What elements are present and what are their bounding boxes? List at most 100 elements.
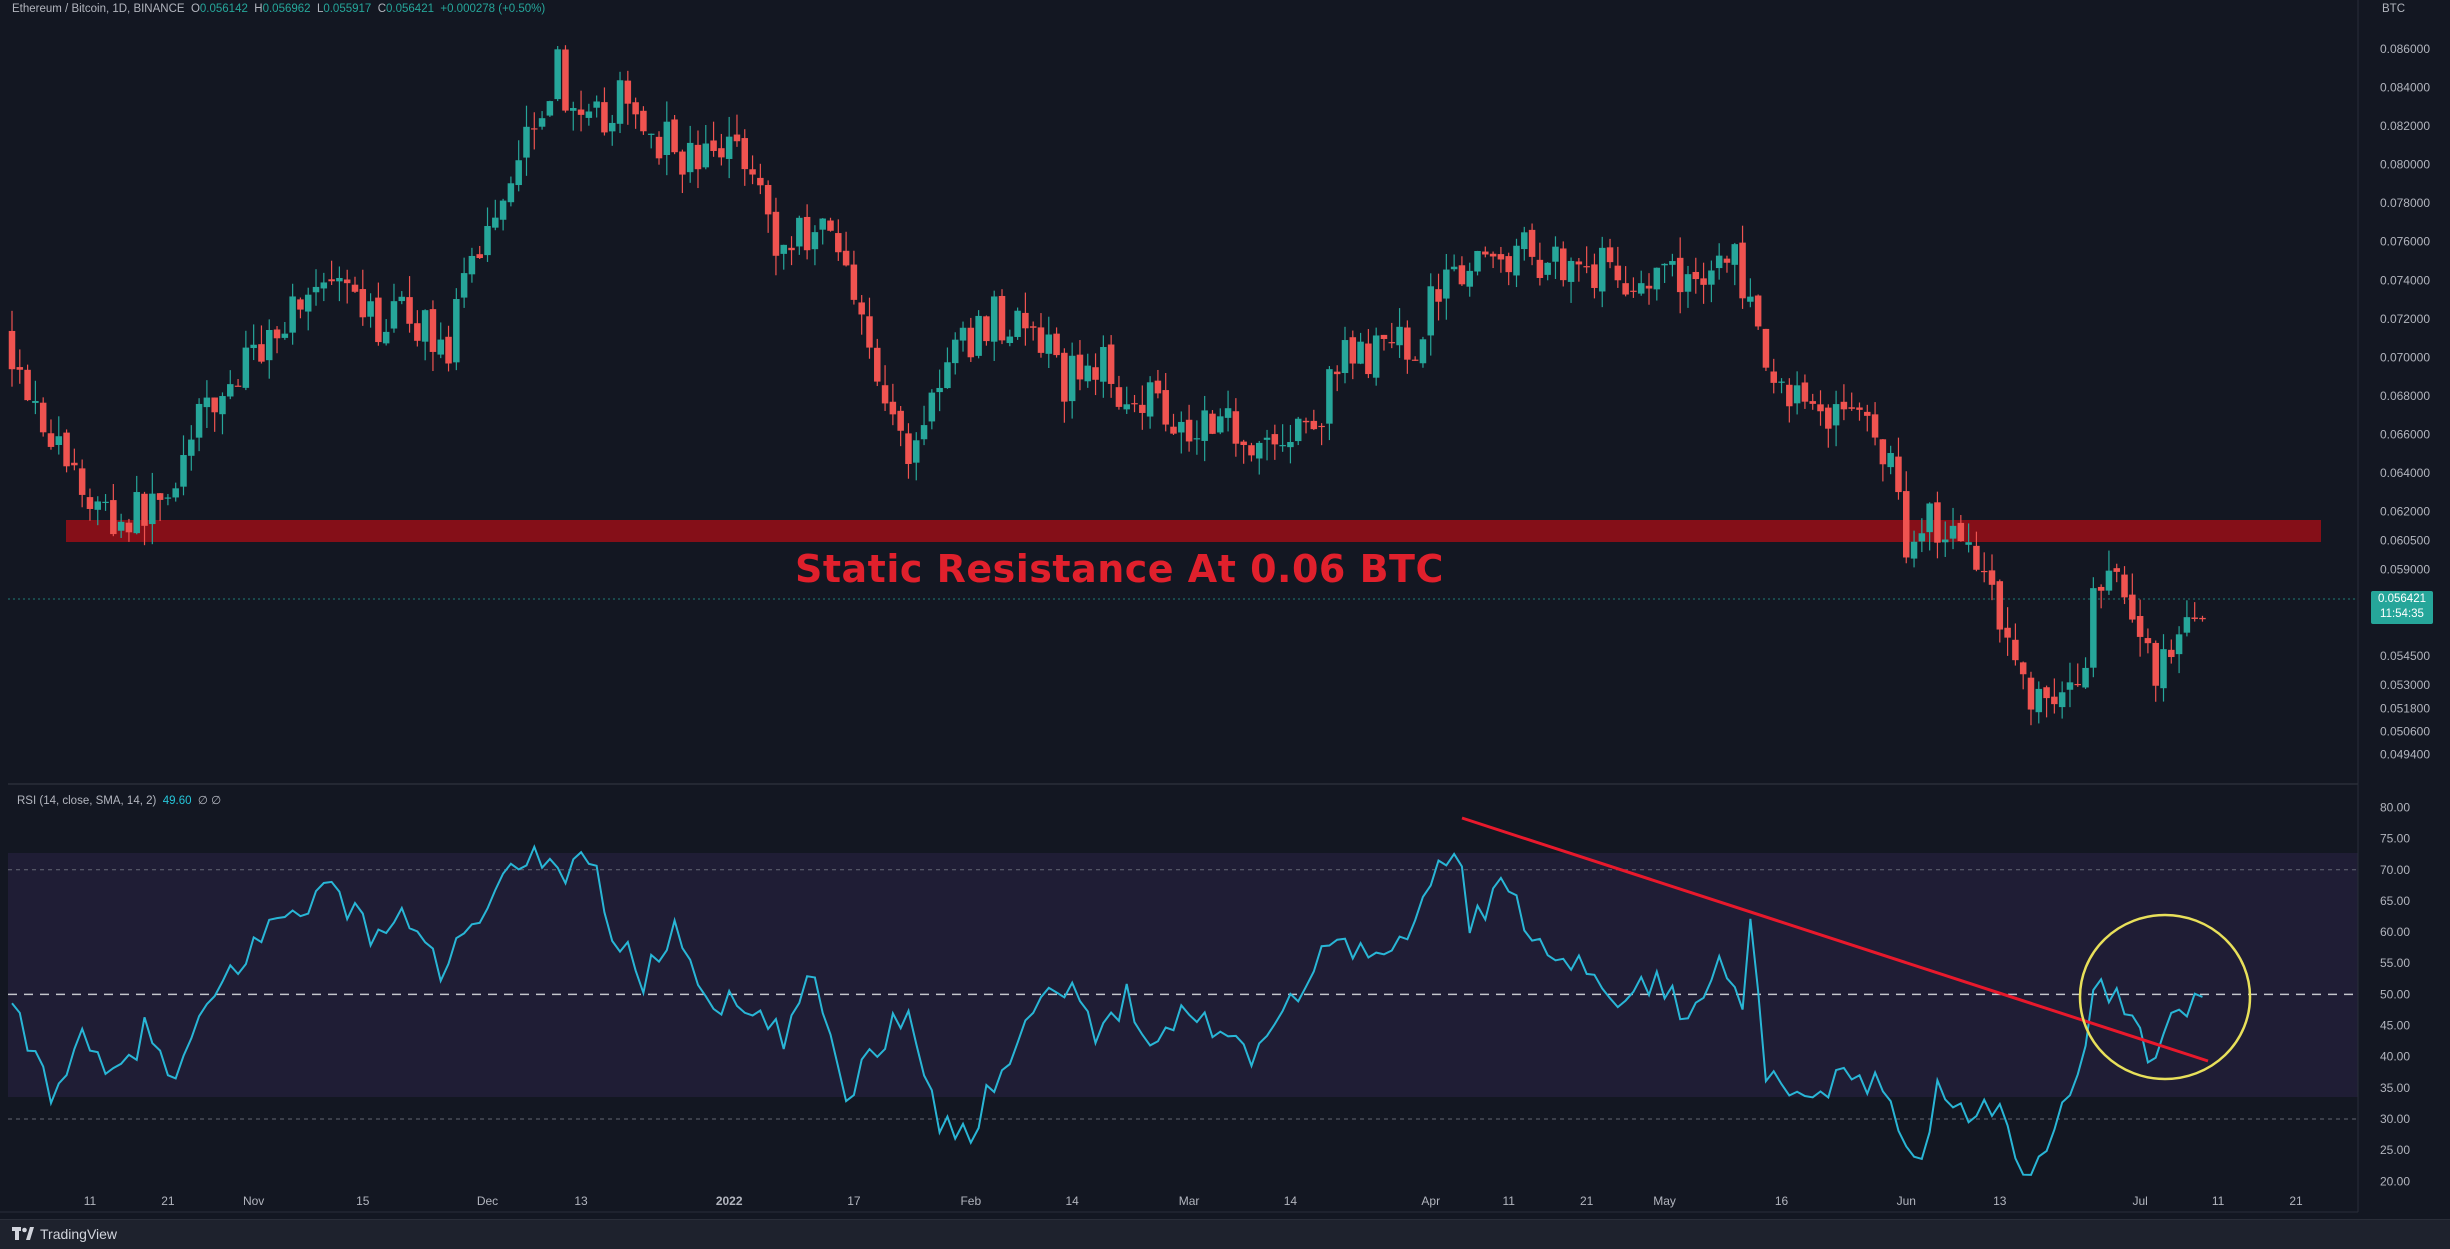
- candlestick-series[interactable]: [8, 45, 2206, 726]
- candle-body[interactable]: [1045, 334, 1053, 354]
- candle-body[interactable]: [406, 297, 413, 324]
- candle-body[interactable]: [1988, 570, 1996, 585]
- candle-body[interactable]: [1903, 491, 1910, 558]
- symbol-legend[interactable]: Ethereum / Bitcoin, 1D, BINANCE O0.05614…: [12, 3, 545, 15]
- candle-body[interactable]: [328, 279, 335, 282]
- candle-body[interactable]: [445, 336, 452, 364]
- candle-body[interactable]: [1825, 407, 1832, 429]
- candle-body[interactable]: [1715, 255, 1723, 269]
- candle-body[interactable]: [1591, 264, 1598, 288]
- candle-body[interactable]: [1084, 365, 1092, 382]
- candle-body[interactable]: [1279, 445, 1286, 447]
- candle-body[interactable]: [679, 151, 686, 175]
- candle-body[interactable]: [1146, 382, 1154, 417]
- candle-body[interactable]: [2035, 688, 2043, 713]
- candle-body[interactable]: [2074, 683, 2082, 686]
- candle-body[interactable]: [2160, 649, 2167, 689]
- candle-body[interactable]: [1669, 261, 1676, 265]
- resistance-annotation[interactable]: Static Resistance At 0.06 BTC: [795, 547, 1444, 591]
- candle-body[interactable]: [905, 433, 912, 464]
- candle-body[interactable]: [562, 49, 569, 111]
- candle-body[interactable]: [694, 144, 702, 170]
- candle-body[interactable]: [647, 133, 655, 135]
- candle-body[interactable]: [219, 396, 226, 415]
- candle-body[interactable]: [382, 331, 390, 344]
- candle-body[interactable]: [850, 264, 858, 300]
- candle-body[interactable]: [195, 403, 203, 438]
- candle-body[interactable]: [1287, 442, 1294, 448]
- candle-body[interactable]: [1450, 266, 1458, 270]
- candle-body[interactable]: [1723, 258, 1731, 263]
- candle-body[interactable]: [570, 108, 577, 111]
- candle-body[interactable]: [1778, 381, 1785, 383]
- candle-body[interactable]: [1131, 403, 1138, 405]
- candle-body[interactable]: [1419, 339, 1427, 364]
- candle-body[interactable]: [1801, 382, 1809, 402]
- candle-body[interactable]: [983, 316, 990, 342]
- candle-body[interactable]: [1941, 539, 1949, 543]
- candle-body[interactable]: [1380, 334, 1388, 340]
- candle-body[interactable]: [1232, 411, 1240, 444]
- candle-body[interactable]: [1341, 340, 1349, 374]
- candle-body[interactable]: [554, 49, 561, 100]
- candle-body[interactable]: [1178, 421, 1185, 433]
- candle-body[interactable]: [624, 80, 632, 104]
- candle-body[interactable]: [343, 279, 351, 284]
- candle-body[interactable]: [429, 309, 437, 352]
- candle-body[interactable]: [608, 122, 616, 132]
- candle-body[interactable]: [881, 385, 889, 404]
- candle-body[interactable]: [1895, 456, 1902, 493]
- candle-body[interactable]: [1411, 359, 1419, 361]
- candle-body[interactable]: [8, 330, 16, 370]
- candle-body[interactable]: [398, 296, 406, 302]
- candle-body[interactable]: [2129, 594, 2136, 620]
- candle-body[interactable]: [16, 367, 24, 370]
- candle-body[interactable]: [1255, 442, 1263, 459]
- candle-body[interactable]: [1497, 254, 1505, 260]
- candle-body[interactable]: [1700, 278, 1707, 285]
- candle-body[interactable]: [2136, 615, 2144, 637]
- candle-body[interactable]: [164, 497, 172, 499]
- candle-body[interactable]: [1692, 271, 1700, 280]
- tradingview-logo[interactable]: TradingView: [12, 1226, 117, 1242]
- candle-body[interactable]: [1053, 333, 1060, 356]
- candle-body[interactable]: [250, 344, 257, 349]
- candle-body[interactable]: [2175, 634, 2183, 655]
- candle-body[interactable]: [289, 296, 296, 333]
- candle-body[interactable]: [827, 220, 834, 231]
- candle-body[interactable]: [1957, 522, 1965, 542]
- candle-body[interactable]: [94, 501, 101, 510]
- candle-body[interactable]: [2012, 639, 2019, 661]
- candle-body[interactable]: [1068, 355, 1076, 402]
- candle-body[interactable]: [1427, 286, 1434, 336]
- candle-body[interactable]: [1100, 347, 1107, 382]
- candle-body[interactable]: [936, 387, 943, 393]
- candle-body[interactable]: [437, 339, 444, 355]
- candle-body[interactable]: [1560, 248, 1567, 281]
- candle-body[interactable]: [2105, 570, 2113, 591]
- candle-body[interactable]: [866, 316, 873, 348]
- candle-body[interactable]: [531, 128, 538, 130]
- candle-body[interactable]: [188, 439, 195, 456]
- candle-body[interactable]: [78, 468, 86, 495]
- candle-body[interactable]: [1708, 270, 1715, 285]
- candle-body[interactable]: [749, 169, 756, 175]
- candle-body[interactable]: [336, 277, 343, 282]
- candle-body[interactable]: [1349, 337, 1357, 364]
- candle-body[interactable]: [1302, 420, 1310, 423]
- candle-body[interactable]: [874, 347, 881, 382]
- candle-body[interactable]: [125, 522, 133, 533]
- candle-body[interactable]: [265, 329, 273, 361]
- candle-body[interactable]: [133, 492, 140, 534]
- candle-body[interactable]: [1856, 407, 1863, 410]
- candle-body[interactable]: [523, 126, 530, 158]
- candle-body[interactable]: [1731, 244, 1739, 265]
- candle-body[interactable]: [414, 323, 421, 341]
- candle-body[interactable]: [1676, 257, 1684, 293]
- candle-body[interactable]: [780, 244, 787, 254]
- candle-body[interactable]: [764, 184, 772, 215]
- candle-body[interactable]: [156, 493, 164, 500]
- candle-body[interactable]: [1154, 380, 1162, 394]
- candle-body[interactable]: [1209, 413, 1216, 434]
- candle-body[interactable]: [1606, 247, 1614, 263]
